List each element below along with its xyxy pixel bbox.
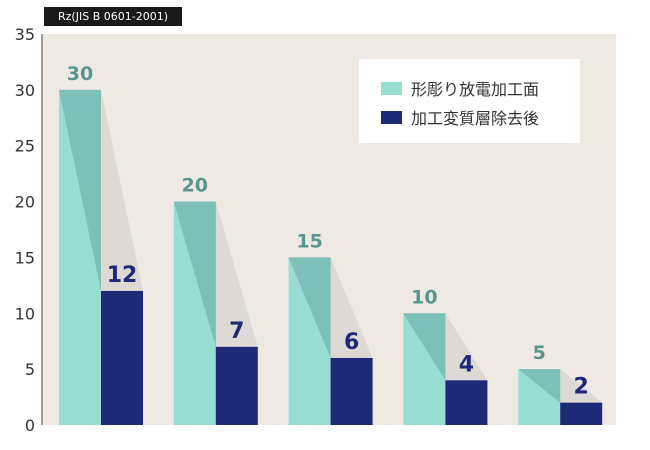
bar-series-b	[560, 402, 603, 425]
data-label-series-a: 30	[67, 63, 93, 85]
bar-series-a	[518, 369, 561, 425]
data-label-series-b: 7	[229, 319, 244, 344]
data-label-series-b: 4	[459, 352, 474, 377]
bar-series-a	[173, 201, 216, 425]
data-label-series-b: 2	[574, 375, 589, 400]
data-label-series-b: 12	[107, 263, 138, 288]
legend-swatch-series-b	[381, 110, 402, 124]
legend-label-series-a: 形彫り放電加工面	[411, 80, 540, 99]
bar-series-a-shade	[173, 201, 216, 347]
bar-series-a	[403, 313, 446, 425]
bar-series-b	[445, 380, 488, 425]
bar-series-b	[215, 346, 258, 425]
legend-item-series-b: 加工変質層除去後	[381, 107, 540, 128]
y-tick-label: 35	[15, 25, 35, 44]
bar-series-a-shade	[403, 313, 446, 381]
y-tick-label: 15	[15, 248, 35, 267]
legend-label-series-b: 加工変質層除去後	[411, 109, 540, 128]
y-axis-ticks: 0 5 10 15 20 25 30 35	[15, 25, 35, 435]
y-tick-label: 25	[15, 137, 35, 156]
legend-item-series-a: 形彫り放電加工面	[381, 78, 540, 99]
data-label-series-a: 5	[533, 342, 546, 364]
bar-marks: 30 12 20 7 15 6 10 4 5 2	[59, 63, 603, 425]
legend: 形彫り放電加工面 加工変質層除去後	[359, 59, 580, 143]
y-tick-label: 5	[25, 360, 35, 379]
bar-series-a-shade	[59, 89, 101, 291]
bar-series-a-shade	[518, 369, 561, 403]
data-label-series-a: 20	[182, 175, 208, 197]
bar-series-a	[59, 89, 101, 425]
bar-series-b	[330, 357, 373, 425]
data-label-series-a: 10	[411, 286, 437, 308]
y-tick-label: 30	[15, 81, 35, 100]
y-tick-label: 0	[25, 416, 35, 435]
bar-series-a	[288, 257, 331, 425]
bar-series-b	[101, 290, 143, 425]
data-label-series-a: 15	[296, 230, 322, 252]
y-tick-label: 10	[15, 304, 35, 323]
unit-label: Rz(JIS B 0601-2001)	[44, 7, 182, 26]
bar-series-a-shade	[288, 257, 331, 358]
legend-swatch-series-a	[381, 81, 402, 95]
data-label-series-b: 6	[344, 330, 359, 355]
y-tick-label: 20	[15, 193, 35, 212]
